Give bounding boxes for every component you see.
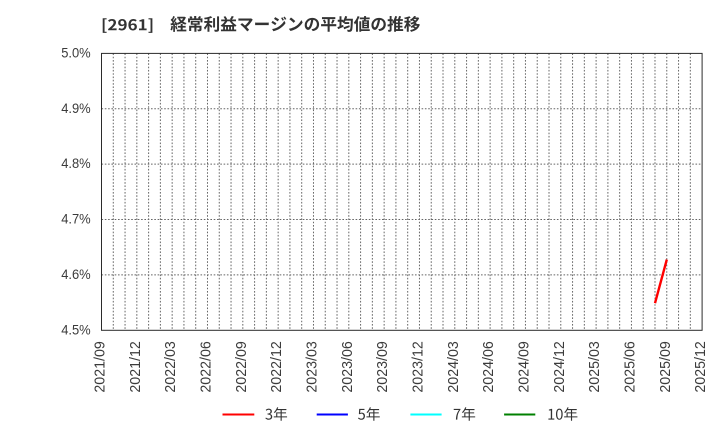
svg-text:2023/06: 2023/06 <box>340 341 356 392</box>
svg-text:4.7%: 4.7% <box>61 212 91 227</box>
svg-text:4.8%: 4.8% <box>61 156 91 171</box>
svg-text:2024/09: 2024/09 <box>516 341 532 392</box>
svg-text:2025/12: 2025/12 <box>693 341 709 392</box>
svg-text:2021/09: 2021/09 <box>93 341 109 392</box>
svg-text:4.5%: 4.5% <box>61 322 91 337</box>
svg-text:2025/09: 2025/09 <box>658 341 674 392</box>
svg-text:2022/06: 2022/06 <box>198 341 214 392</box>
svg-text:2023/09: 2023/09 <box>375 341 391 392</box>
svg-text:2024/12: 2024/12 <box>552 341 568 392</box>
svg-text:2022/03: 2022/03 <box>163 341 179 392</box>
svg-text:2022/09: 2022/09 <box>234 341 250 392</box>
svg-text:2022/12: 2022/12 <box>269 341 285 392</box>
svg-text:2025/03: 2025/03 <box>587 341 603 392</box>
svg-text:2023/03: 2023/03 <box>304 341 320 392</box>
svg-text:5.0%: 5.0% <box>61 45 91 60</box>
svg-text:2024/06: 2024/06 <box>481 341 497 392</box>
svg-text:2021/12: 2021/12 <box>128 341 144 392</box>
svg-text:2025/06: 2025/06 <box>622 341 638 392</box>
svg-text:4.9%: 4.9% <box>61 101 91 116</box>
svg-text:4.6%: 4.6% <box>61 267 91 282</box>
svg-text:2024/03: 2024/03 <box>446 341 462 392</box>
svg-text:2023/12: 2023/12 <box>410 341 426 392</box>
